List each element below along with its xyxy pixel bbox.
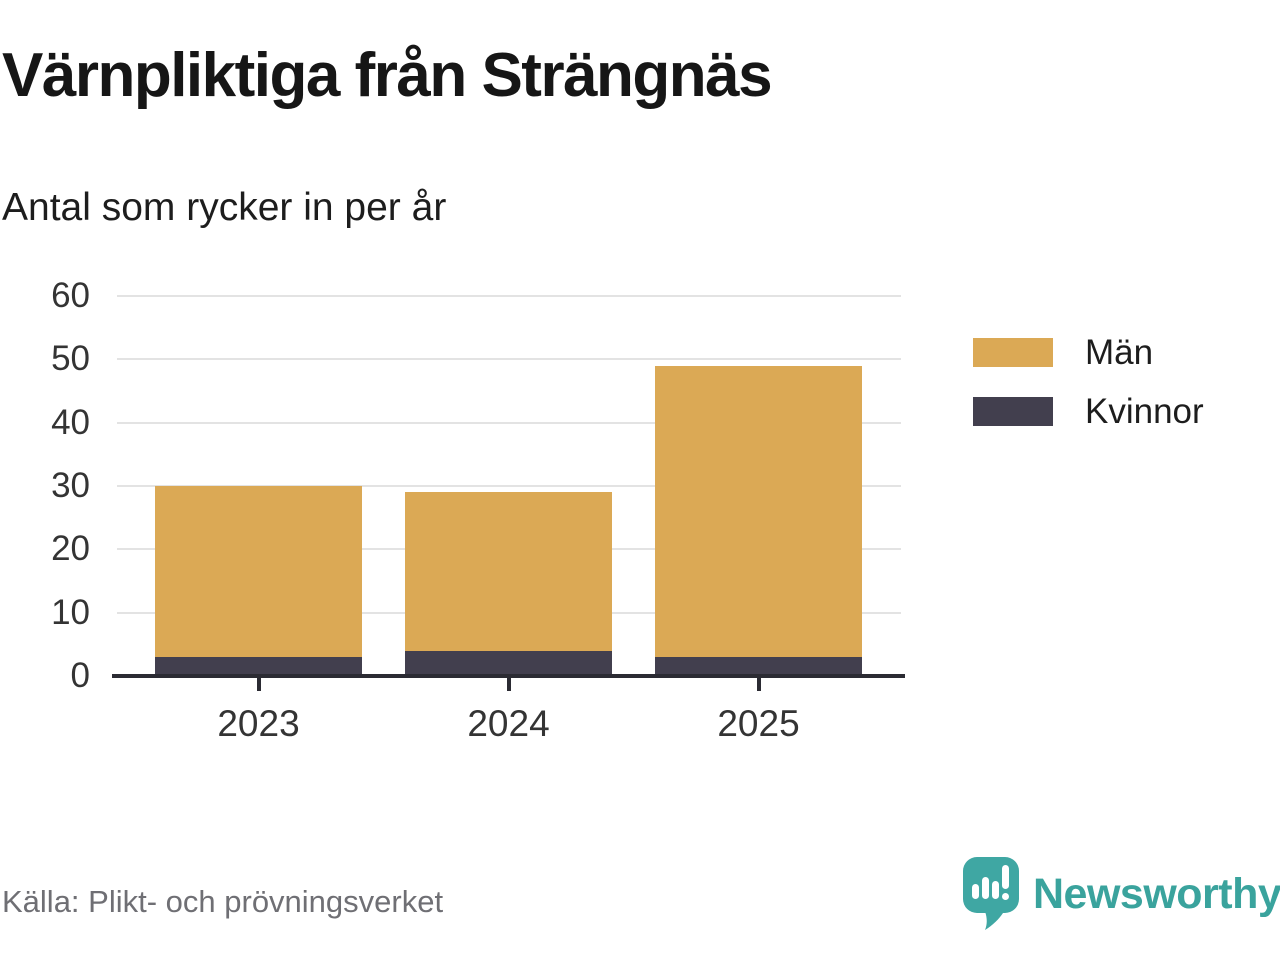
legend-label: Kvinnor [1085, 391, 1204, 431]
legend: Män Kvinnor [973, 333, 1204, 456]
gridline [117, 421, 901, 424]
x-tick-mark [506, 678, 511, 691]
legend-swatch [973, 338, 1053, 367]
bar-segment-men-2023 [155, 486, 362, 657]
newsworthy-chart-bubble-icon [963, 857, 1019, 930]
y-axis-label: 50 [51, 339, 90, 379]
legend-swatch [973, 397, 1053, 426]
y-axis-label: 40 [51, 402, 90, 442]
legend-label: Män [1085, 332, 1154, 372]
x-tick-mark [756, 678, 761, 691]
legend-item-1: Kvinnor [973, 392, 1204, 431]
x-axis-label: 2024 [467, 703, 550, 744]
x-axis-label: 2023 [217, 703, 300, 744]
y-axis-label: 0 [70, 656, 90, 695]
bar-segment-men-2024 [405, 492, 612, 651]
gridline [117, 358, 901, 361]
brand-logo: Newsworthy [963, 857, 1280, 931]
x-axis-line [112, 674, 905, 678]
chart-subtitle: Antal som rycker in per år [2, 186, 447, 229]
x-axis-label: 2025 [717, 703, 800, 744]
chart-title: Värnpliktiga från Strängnäs [2, 41, 773, 110]
gridline [117, 295, 901, 297]
y-axis-label: 30 [51, 466, 90, 505]
bar-segment-men-2025 [655, 365, 862, 657]
y-axis-label: 10 [51, 592, 90, 632]
brand-name: Newsworthy [1033, 869, 1280, 918]
y-axis-label: 20 [51, 529, 90, 569]
x-tick-mark [256, 678, 261, 691]
gridline [117, 485, 901, 487]
bar-segment-women-2023 [155, 657, 362, 676]
bar-segment-women-2024 [405, 650, 612, 676]
y-axis-label: 60 [51, 276, 90, 315]
source-text: Källa: Plikt- och prövningsverket [2, 884, 444, 919]
legend-item-0: Män [973, 333, 1204, 372]
bar-segment-women-2025 [655, 657, 862, 676]
